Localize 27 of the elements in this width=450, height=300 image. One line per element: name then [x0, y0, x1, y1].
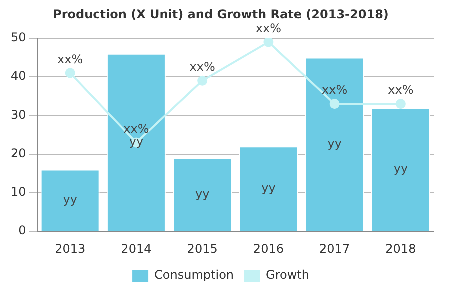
y-tick-label: 40: [10, 69, 26, 84]
x-tick-label: 2016: [253, 242, 284, 256]
y-tick-label: 20: [10, 146, 26, 160]
chart-title: Production (X Unit) and Growth Rate (2013-2018): [53, 7, 389, 22]
data-label: yy: [328, 136, 342, 151]
x-tick-label: 2015: [187, 242, 218, 256]
data-label: xx%: [124, 122, 150, 136]
data-label: yy: [262, 180, 276, 195]
data-label: xx%: [58, 52, 84, 66]
x-tick-label: 2013: [55, 242, 86, 256]
data-label: yy: [129, 134, 144, 149]
data-label: yy: [195, 186, 210, 201]
data-label: xx%: [256, 21, 282, 36]
x-tick-label: 2014: [121, 242, 152, 256]
data-label: xx%: [322, 83, 348, 98]
x-tick-label: 2018: [386, 242, 416, 256]
data-label: xx%: [190, 60, 216, 74]
y-tick-label: 10: [10, 185, 26, 200]
data-label: xx%: [388, 83, 414, 98]
data-label: yy: [394, 162, 408, 176]
legend-label: Growth: [266, 268, 310, 282]
y-tick-label: 30: [10, 108, 26, 122]
data-label: yy: [63, 192, 78, 207]
y-tick-label: 0: [18, 224, 26, 238]
legend-label: Consumption: [154, 268, 234, 282]
y-tick-label: 50: [10, 30, 26, 45]
x-tick-label: 2017: [320, 242, 350, 256]
